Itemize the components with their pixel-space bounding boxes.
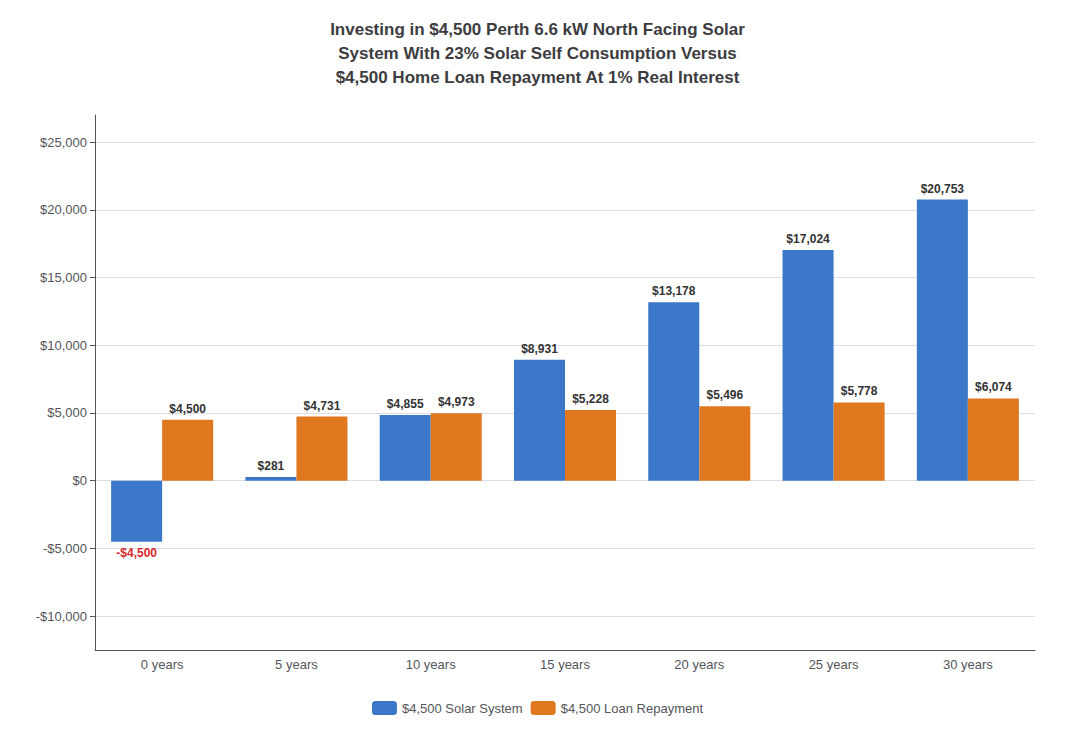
svg-text:$0: $0: [73, 473, 87, 488]
svg-text:$20,000: $20,000: [40, 202, 87, 217]
svg-text:$4,500: $4,500: [169, 402, 206, 416]
svg-text:$15,000: $15,000: [40, 270, 87, 285]
svg-text:0 years: 0 years: [141, 657, 184, 672]
svg-text:$17,024: $17,024: [786, 232, 830, 246]
svg-text:$281: $281: [258, 459, 285, 473]
svg-text:System With 23% Solar Self Con: System With 23% Solar Self Consumption V…: [338, 44, 737, 63]
svg-text:$4,500 Home Loan Repayment At: $4,500 Home Loan Repayment At 1% Real In…: [336, 68, 740, 87]
svg-text:$5,778: $5,778: [841, 384, 878, 398]
svg-text:-$10,000: -$10,000: [36, 609, 87, 624]
svg-text:$13,178: $13,178: [652, 284, 696, 298]
svg-text:$8,931: $8,931: [521, 342, 558, 356]
svg-text:Investing in $4,500 Perth 6.6: Investing in $4,500 Perth 6.6 kW North F…: [330, 20, 745, 39]
svg-text:5 years: 5 years: [275, 657, 318, 672]
svg-text:$6,074: $6,074: [975, 380, 1012, 394]
svg-text:$4,500 Loan Repayment: $4,500 Loan Repayment: [561, 701, 704, 716]
svg-text:-$4,500: -$4,500: [116, 546, 157, 560]
svg-text:$4,973: $4,973: [438, 395, 475, 409]
svg-text:$25,000: $25,000: [40, 135, 87, 150]
svg-text:$20,753: $20,753: [921, 182, 965, 196]
svg-text:$4,500 Solar System: $4,500 Solar System: [402, 701, 523, 716]
svg-text:10 years: 10 years: [406, 657, 456, 672]
svg-text:$5,228: $5,228: [572, 392, 609, 406]
svg-text:30 years: 30 years: [943, 657, 993, 672]
svg-text:15 years: 15 years: [540, 657, 590, 672]
svg-text:20 years: 20 years: [674, 657, 724, 672]
svg-text:$4,855: $4,855: [387, 397, 424, 411]
svg-text:25 years: 25 years: [809, 657, 859, 672]
svg-text:$5,000: $5,000: [47, 405, 87, 420]
svg-text:$10,000: $10,000: [40, 338, 87, 353]
svg-text:$4,731: $4,731: [304, 399, 341, 413]
svg-text:-$5,000: -$5,000: [43, 541, 87, 556]
svg-text:$5,496: $5,496: [706, 388, 743, 402]
